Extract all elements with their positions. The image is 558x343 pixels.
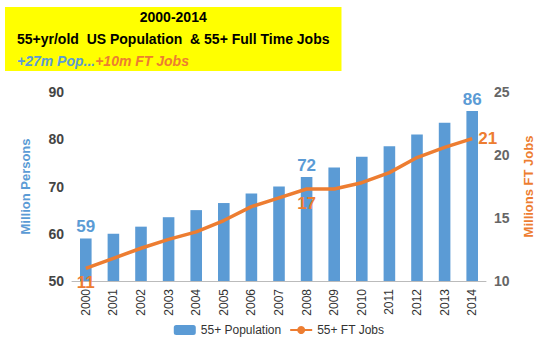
svg-text:55+ FT Jobs: 55+ FT Jobs bbox=[317, 323, 384, 337]
svg-text:Million Persons: Million Persons bbox=[18, 138, 33, 234]
svg-text:20: 20 bbox=[494, 147, 510, 163]
svg-text:2009: 2009 bbox=[327, 289, 341, 316]
svg-text:2014: 2014 bbox=[465, 289, 479, 316]
svg-text:59: 59 bbox=[76, 217, 95, 236]
svg-text:80: 80 bbox=[48, 131, 64, 147]
svg-text:2012: 2012 bbox=[410, 289, 424, 316]
svg-text:2005: 2005 bbox=[217, 289, 231, 316]
svg-text:70: 70 bbox=[48, 179, 64, 195]
svg-text:2008: 2008 bbox=[300, 289, 314, 316]
svg-text:86: 86 bbox=[463, 90, 482, 109]
svg-text:15: 15 bbox=[494, 210, 510, 226]
svg-text:2011: 2011 bbox=[382, 289, 396, 315]
svg-text:2006: 2006 bbox=[244, 289, 258, 316]
svg-text:60: 60 bbox=[48, 226, 64, 242]
svg-text:17: 17 bbox=[297, 194, 316, 213]
svg-text:90: 90 bbox=[48, 84, 64, 100]
svg-text:11: 11 bbox=[77, 273, 95, 292]
svg-text:21: 21 bbox=[478, 129, 497, 148]
svg-text:55+yr/old US Population & 55: 55+yr/old US Population & 55+ Full Time … bbox=[17, 31, 330, 47]
svg-text:2000: 2000 bbox=[79, 289, 93, 316]
svg-text:25: 25 bbox=[494, 84, 510, 100]
svg-text:2013: 2013 bbox=[438, 289, 452, 316]
svg-text:2000-2014: 2000-2014 bbox=[140, 9, 207, 25]
svg-text:+10m FT Jobs: +10m FT Jobs bbox=[95, 53, 189, 69]
svg-text:2010: 2010 bbox=[355, 289, 369, 316]
svg-text:2001: 2001 bbox=[106, 289, 120, 316]
svg-text:10: 10 bbox=[494, 273, 510, 289]
svg-text:55+ Population: 55+ Population bbox=[201, 323, 281, 337]
svg-text:2004: 2004 bbox=[189, 289, 203, 316]
svg-text:2003: 2003 bbox=[162, 289, 176, 316]
svg-text:72: 72 bbox=[297, 156, 316, 175]
svg-text:+27m Pop...: +27m Pop... bbox=[17, 53, 95, 69]
svg-text:50: 50 bbox=[48, 273, 64, 289]
svg-text:2002: 2002 bbox=[134, 289, 148, 316]
svg-text:Millions FT Jobs: Millions FT Jobs bbox=[521, 136, 536, 238]
svg-text:2007: 2007 bbox=[272, 289, 286, 316]
